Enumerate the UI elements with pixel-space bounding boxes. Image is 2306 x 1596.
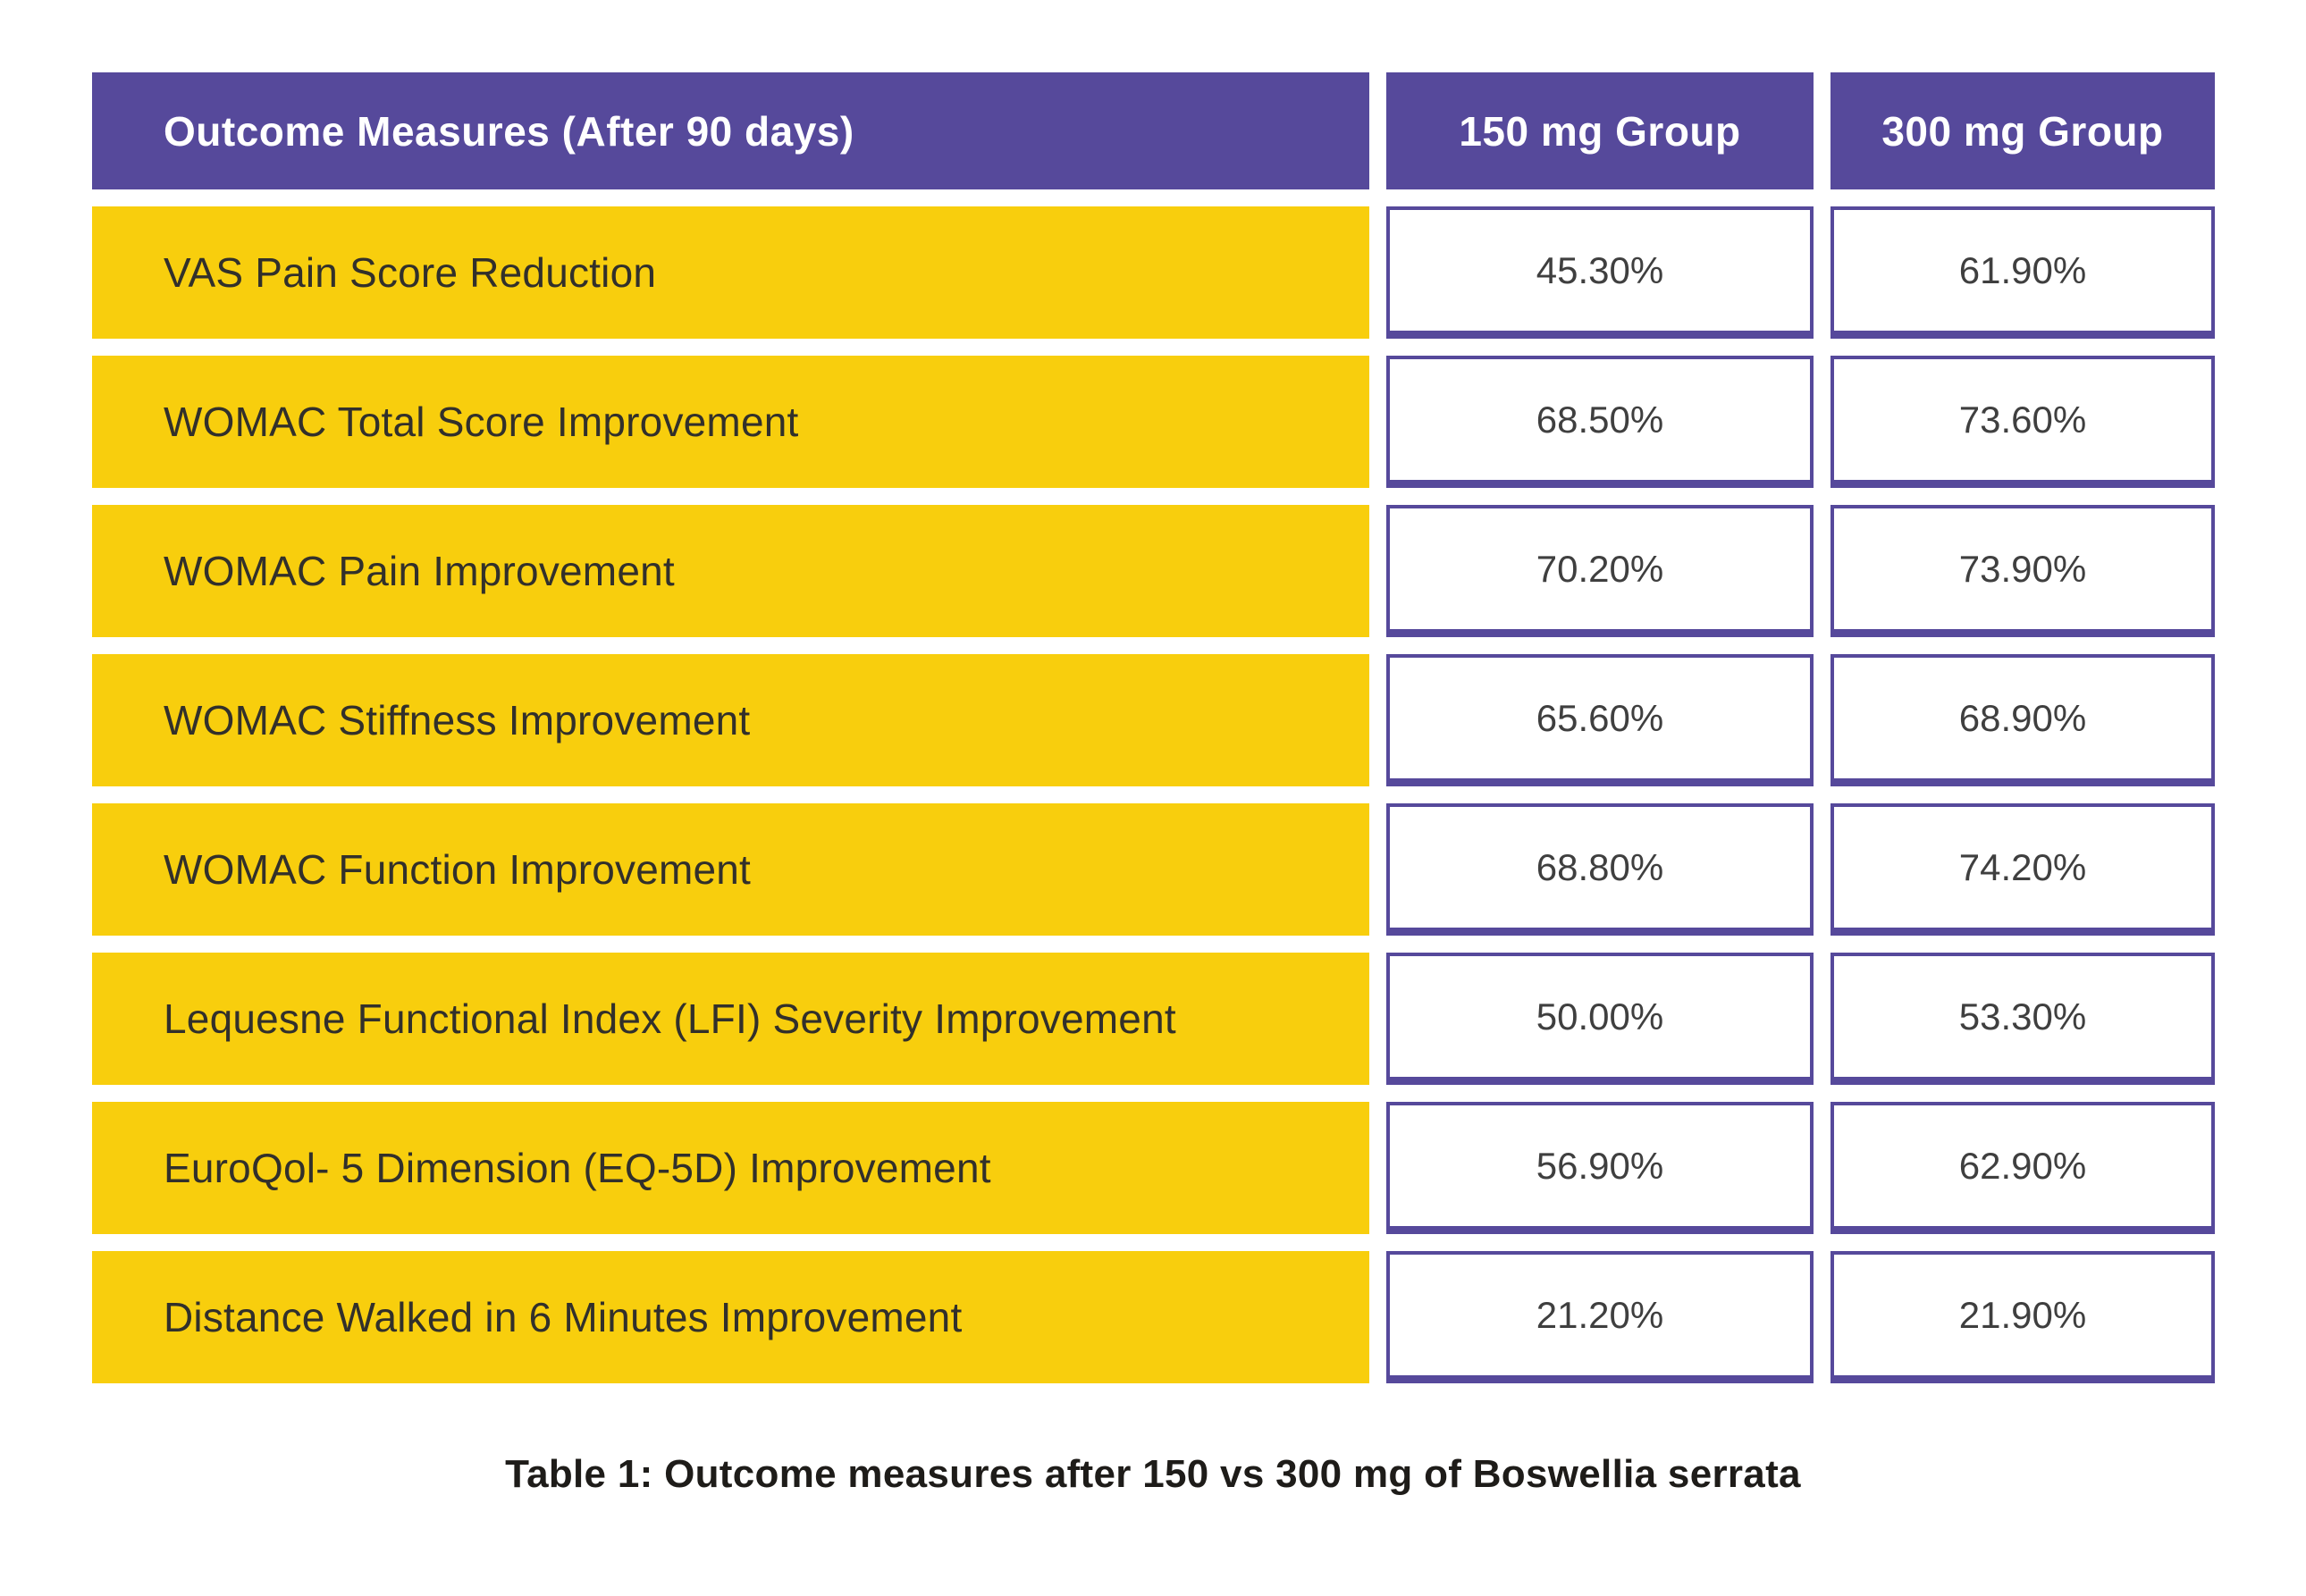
value-150mg-vas-pain: 45.30% [1386,206,1814,339]
value-300mg-eq5d: 62.90% [1830,1102,2215,1234]
table-caption: Table 1: Outcome measures after 150 vs 3… [505,1452,1801,1496]
row-label-lequesne-lfi: Lequesne Functional Index (LFI) Severity… [92,953,1369,1085]
value-300mg-womac-stiffness: 68.90% [1830,654,2215,786]
value-300mg-womac-pain: 73.90% [1830,505,2215,637]
value-150mg-distance-walked: 21.20% [1386,1251,1814,1383]
value-300mg-womac-total: 73.60% [1830,356,2215,488]
row-label-womac-stiffness: WOMAC Stiffness Improvement [92,654,1369,786]
value-150mg-lequesne-lfi: 50.00% [1386,953,1814,1085]
row-label-womac-pain: WOMAC Pain Improvement [92,505,1369,637]
row-label-vas-pain: VAS Pain Score Reduction [92,206,1369,339]
value-150mg-womac-pain: 70.20% [1386,505,1814,637]
header-cell-outcome-measures: Outcome Measures (After 90 days) [92,72,1369,189]
value-150mg-eq5d: 56.90% [1386,1102,1814,1234]
outcomes-table: Outcome Measures (After 90 days) 150 mg … [92,72,2215,1383]
row-label-distance-walked: Distance Walked in 6 Minutes Improvement [92,1251,1369,1383]
header-cell-300mg-group: 300 mg Group [1830,72,2215,189]
value-300mg-lequesne-lfi: 53.30% [1830,953,2215,1085]
value-300mg-distance-walked: 21.90% [1830,1251,2215,1383]
value-150mg-womac-function: 68.80% [1386,803,1814,936]
value-150mg-womac-total: 68.50% [1386,356,1814,488]
row-label-womac-function: WOMAC Function Improvement [92,803,1369,936]
row-label-womac-total: WOMAC Total Score Improvement [92,356,1369,488]
row-label-eq5d: EuroQol- 5 Dimension (EQ-5D) Improvement [92,1102,1369,1234]
value-300mg-vas-pain: 61.90% [1830,206,2215,339]
value-150mg-womac-stiffness: 65.60% [1386,654,1814,786]
value-300mg-womac-function: 74.20% [1830,803,2215,936]
header-cell-150mg-group: 150 mg Group [1386,72,1814,189]
